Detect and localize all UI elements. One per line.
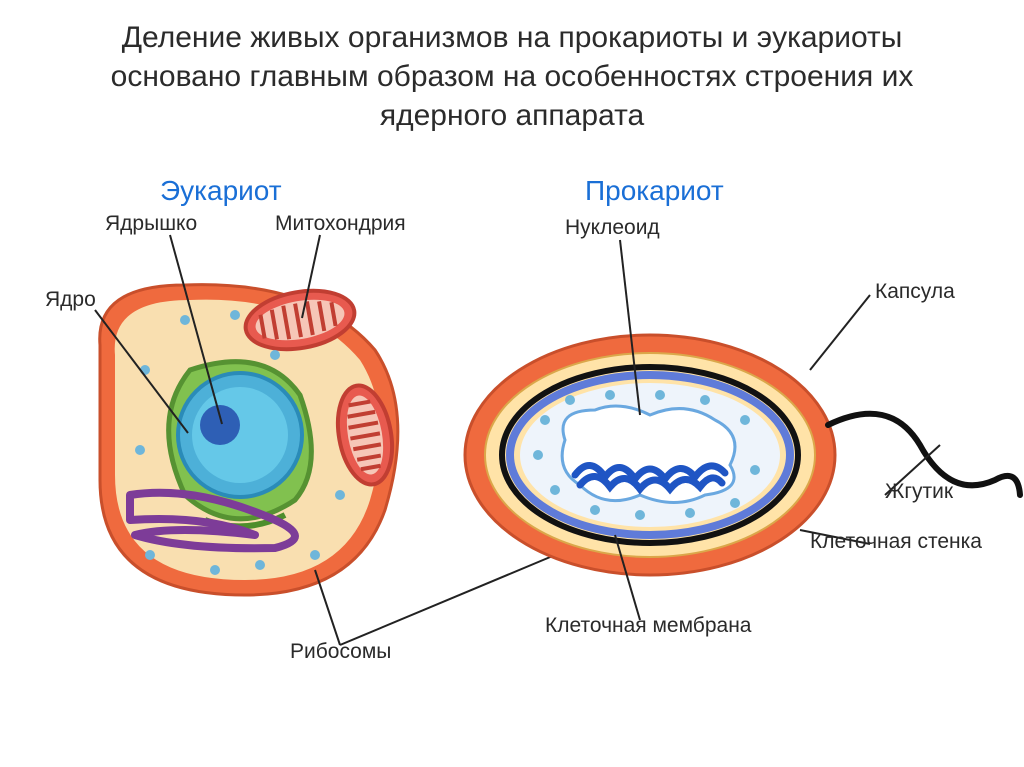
label-cell-wall: Клеточная стенка (810, 530, 982, 554)
label-nucleolus: Ядрышко (105, 212, 197, 236)
label-cell-membrane: Клеточная мембрана (545, 614, 751, 638)
label-ribosomes: Рибосомы (290, 640, 391, 664)
label-flagellum: Жгутик (885, 480, 953, 504)
page-title: Деление живых организмов на прокариоты и… (0, 18, 1024, 135)
label-nucleoid: Нуклеоид (565, 216, 660, 240)
cells-svg (0, 180, 1024, 740)
eukaryote-cell (100, 283, 400, 595)
diagram-area: Эукариот Прокариот (0, 180, 1024, 740)
label-capsule: Капсула (875, 280, 955, 304)
label-mitochondrion: Митохондрия (275, 212, 406, 236)
label-nucleus: Ядро (45, 288, 96, 312)
